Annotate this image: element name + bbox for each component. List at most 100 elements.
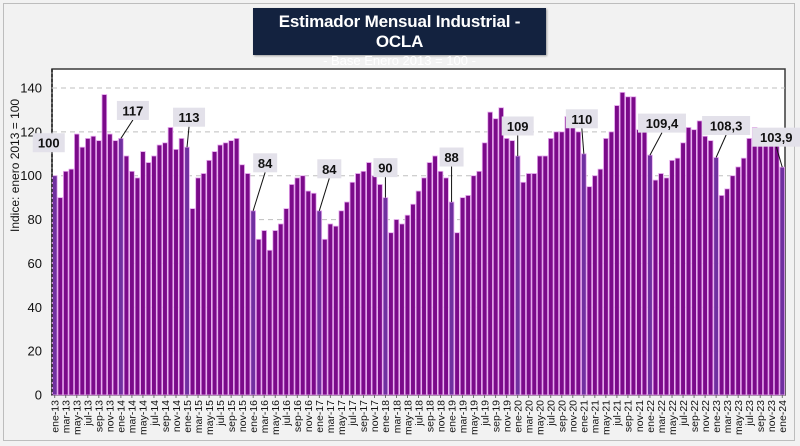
x-tick-label: ene-18 xyxy=(380,400,392,433)
bar-abr-14 xyxy=(134,177,141,396)
x-tick-label: ene-20 xyxy=(513,400,525,433)
bar-ago-14 xyxy=(156,144,163,396)
bar-dic-13 xyxy=(112,140,119,396)
x-tick-label: may-16 xyxy=(270,400,282,435)
x-tick-label: nov-17 xyxy=(369,400,381,432)
annotation-box xyxy=(317,159,342,179)
bar-mar-17 xyxy=(327,223,334,396)
bar-feb-18 xyxy=(388,232,394,396)
bar-may-15 xyxy=(206,159,212,396)
x-tick-label: jul-15 xyxy=(215,400,227,427)
bar-nov-13 xyxy=(107,133,113,396)
bar-nov-21 xyxy=(636,129,642,396)
annotation-box xyxy=(565,109,598,129)
bar-oct-16 xyxy=(300,175,306,396)
annotation-leader xyxy=(252,172,266,211)
bar-may-19 xyxy=(470,175,477,396)
bar-abr-18 xyxy=(399,223,405,396)
bar-abr-13 xyxy=(68,168,75,396)
annotation-box xyxy=(253,153,278,173)
x-tick-label: sep-15 xyxy=(226,400,238,432)
bar-jun-19 xyxy=(476,170,482,396)
bar-sep-19 xyxy=(492,118,499,396)
x-tick-label: jul-17 xyxy=(347,400,359,427)
bar-ago-19 xyxy=(487,111,493,396)
x-tick-label: ene-16 xyxy=(248,400,260,433)
bar-mar-19 xyxy=(459,197,466,396)
x-tick-label: ene-19 xyxy=(446,400,458,433)
bar-may-21 xyxy=(603,138,609,396)
bar-nov-17 xyxy=(371,175,378,396)
bar-sep-15 xyxy=(228,140,234,396)
bar-mar-18 xyxy=(393,219,400,396)
annotation-label: 103,9 xyxy=(760,130,793,145)
bar-abr-15 xyxy=(200,173,207,396)
x-tick-label: may-23 xyxy=(733,400,745,435)
bar-oct-14 xyxy=(167,127,174,396)
x-tick-label: sep-23 xyxy=(755,400,767,432)
bar-dic-17 xyxy=(377,184,383,396)
annotation-label: 109,4 xyxy=(646,116,679,131)
annotation-label: 90 xyxy=(378,161,392,176)
x-tick-label: sep-20 xyxy=(557,400,569,432)
annotation-box xyxy=(32,133,65,153)
x-tick-label: jul-16 xyxy=(281,400,293,427)
bar-may-23 xyxy=(735,166,741,396)
y-tick-label: 60 xyxy=(28,256,42,271)
bar-jul-23 xyxy=(746,138,752,396)
bar-ago-15 xyxy=(222,142,229,396)
annotation-label: 88 xyxy=(444,150,458,165)
annotation-label: 108,3 xyxy=(710,119,743,134)
x-tick-label: jul-14 xyxy=(149,400,161,427)
x-tick-label: nov-13 xyxy=(105,400,117,432)
x-tick-label: jul-19 xyxy=(479,400,491,427)
bar-sep-16 xyxy=(294,177,301,396)
x-tick-label: nov-23 xyxy=(766,400,778,432)
bar-sep-23 xyxy=(757,142,763,396)
bar-jun-13 xyxy=(79,146,86,396)
bar-nov-20 xyxy=(570,127,576,396)
x-tick-label: sep-18 xyxy=(424,400,436,432)
annotation-leader xyxy=(649,132,663,156)
bar-nov-22 xyxy=(702,135,708,396)
x-tick-label: mar-17 xyxy=(325,400,337,433)
bar-ene-16 xyxy=(250,210,256,396)
bar-oct-15 xyxy=(233,138,240,396)
x-tick-label: mar-18 xyxy=(391,400,403,433)
bar-abr-21 xyxy=(597,168,604,396)
bar-ago-17 xyxy=(355,173,361,396)
x-tick-label: sep-14 xyxy=(160,400,172,432)
bar-jul-21 xyxy=(614,105,620,396)
annotation-label: 84 xyxy=(322,162,337,177)
bar-ene-19 xyxy=(448,201,455,396)
annotation-leader xyxy=(120,119,134,139)
bar-nov-16 xyxy=(305,190,312,396)
bar-feb-20 xyxy=(520,181,526,396)
bar-sep-14 xyxy=(162,142,168,396)
bar-ago-20 xyxy=(553,131,560,396)
bar-sep-21 xyxy=(625,96,631,396)
annotation-leader xyxy=(715,134,727,158)
bar-feb-17 xyxy=(322,238,328,396)
x-tick-label: sep-17 xyxy=(358,400,370,432)
annotation-label: 84 xyxy=(258,156,273,171)
annotation-leader xyxy=(581,128,585,154)
bar-ene-17 xyxy=(316,210,323,396)
bar-dic-23 xyxy=(773,140,780,396)
bar-jul-22 xyxy=(680,142,686,396)
x-tick-label: sep-22 xyxy=(689,400,701,432)
bar-may-16 xyxy=(272,230,278,396)
bar-oct-19 xyxy=(498,107,504,396)
bar-feb-22 xyxy=(652,179,659,396)
bar-sep-22 xyxy=(691,129,697,396)
bar-ago-18 xyxy=(421,177,427,396)
x-tick-label: jul-18 xyxy=(413,400,425,427)
x-tick-label: nov-16 xyxy=(303,400,315,432)
annotation-label: 110 xyxy=(571,112,592,127)
x-tick-label: jul-20 xyxy=(546,400,558,427)
x-tick-label: may-14 xyxy=(138,400,150,435)
x-tick-label: mar-21 xyxy=(590,400,602,433)
annotation-leader xyxy=(318,178,330,211)
x-tick-label: nov-15 xyxy=(237,400,249,432)
